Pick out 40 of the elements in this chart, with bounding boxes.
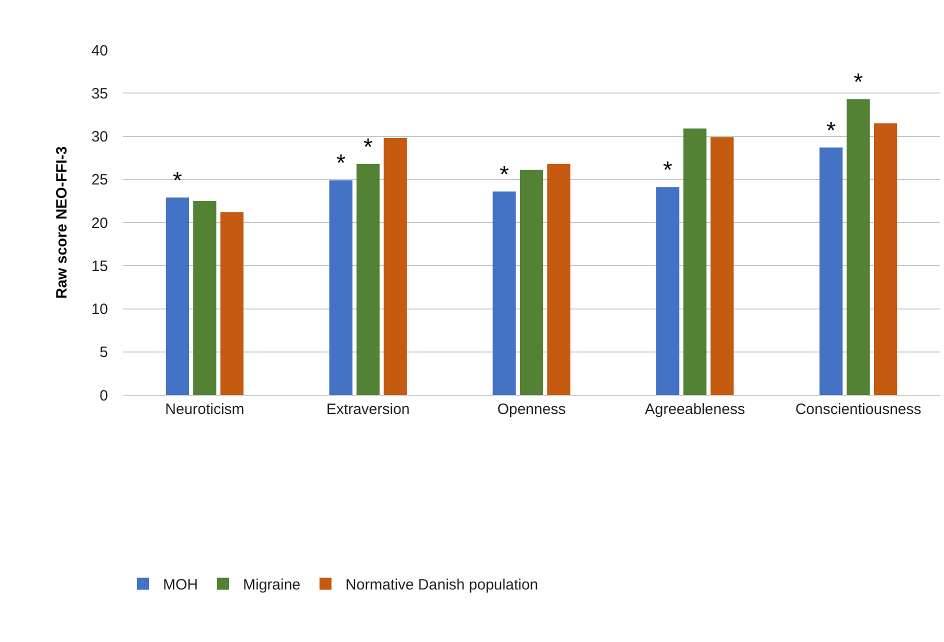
- bar: [220, 212, 244, 395]
- legend-label: Normative Danish population: [346, 576, 538, 594]
- bar: [819, 147, 843, 395]
- bar: [356, 164, 380, 395]
- bar: [710, 137, 734, 395]
- data-label: *: [336, 150, 346, 178]
- bar: [656, 187, 680, 395]
- legend-label: Migraine: [243, 576, 301, 594]
- bar: [193, 200, 216, 395]
- x-tick-label: Agreeableness: [644, 401, 745, 418]
- x-tick-label: Neuroticism: [165, 401, 244, 418]
- legend-label: MOH: [163, 576, 198, 594]
- x-tick-label: Extraversion: [326, 401, 410, 418]
- data-label: *: [363, 134, 373, 161]
- bar: [683, 128, 706, 395]
- bar: [846, 99, 870, 395]
- bar: [874, 123, 898, 395]
- data-label: *: [500, 161, 509, 188]
- data-label: *: [662, 157, 672, 184]
- bar: [547, 164, 570, 395]
- y-tick-label: 5: [100, 344, 108, 362]
- y-tick-label: 40: [91, 42, 108, 60]
- y-axis-title: Raw score NEO-FFI-3: [54, 146, 71, 299]
- data-label: *: [172, 167, 182, 194]
- data-label: *: [826, 117, 836, 144]
- bar: [520, 170, 544, 395]
- y-tick-label: 25: [91, 172, 108, 189]
- y-tick-label: 0: [100, 387, 108, 404]
- x-tick-label: Conscientiousness: [795, 401, 922, 418]
- y-tick-label: 35: [91, 85, 108, 102]
- y-tick-label: 20: [91, 214, 108, 232]
- data-label: *: [854, 69, 863, 96]
- y-tick-label: 10: [91, 301, 108, 318]
- bar: [166, 197, 190, 395]
- bar: [384, 138, 407, 395]
- x-tick-label: Openness: [497, 401, 566, 418]
- y-tick-label: 15: [91, 258, 108, 275]
- bar: [492, 191, 516, 395]
- bar: [329, 180, 352, 395]
- y-tick-label: 30: [91, 128, 108, 146]
